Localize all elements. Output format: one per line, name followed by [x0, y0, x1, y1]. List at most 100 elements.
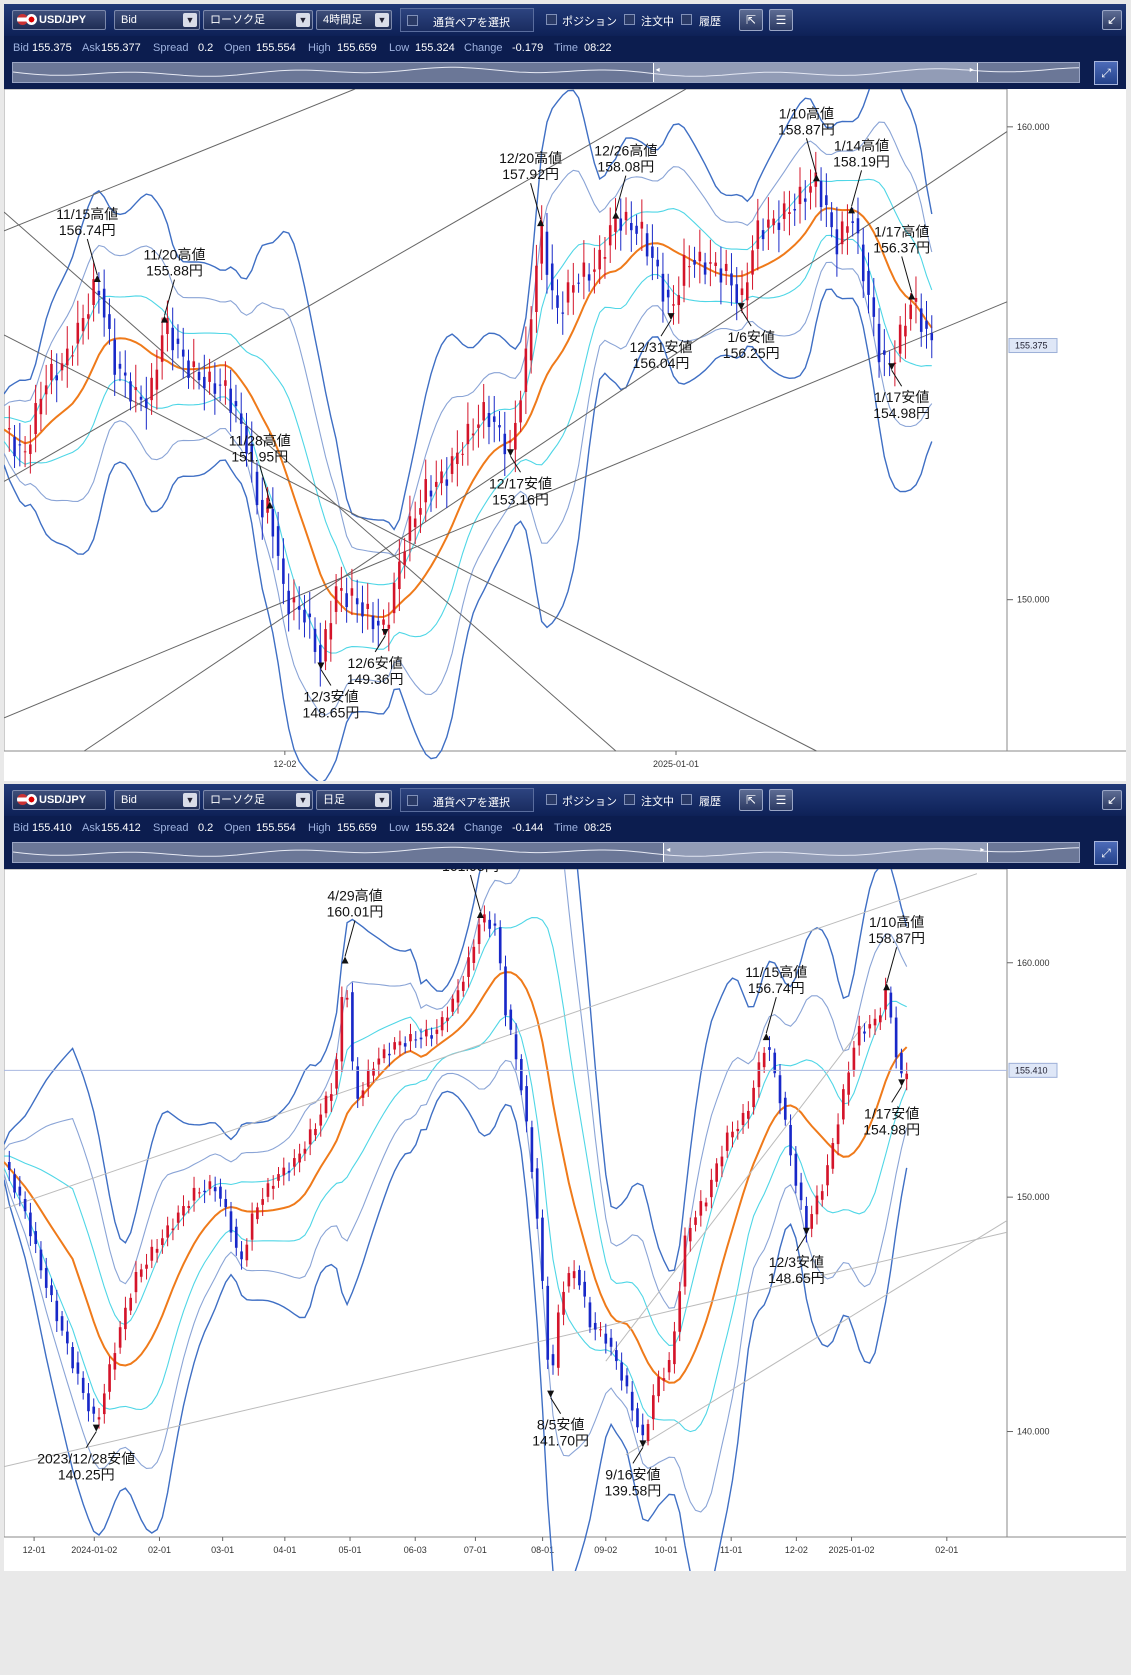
orders-label: 注文中: [641, 16, 674, 28]
collapse-icon[interactable]: ↙: [1102, 10, 1122, 30]
settings-list-icon[interactable]: ☰: [769, 9, 793, 31]
navigator-thumb[interactable]: ◂ ▸: [663, 843, 989, 862]
orders-checkbox[interactable]: [624, 794, 635, 805]
candle: [688, 1217, 692, 1252]
candle: [477, 404, 480, 448]
annotation-arrow: [163, 279, 175, 316]
arrow-head-icon: [92, 1424, 100, 1432]
annotation-price: 156.04円: [633, 355, 690, 371]
candle: [777, 200, 781, 253]
select-pair-button[interactable]: 通貨ペアを選択: [400, 8, 534, 32]
currency-pair-label: USD/JPY: [39, 14, 87, 26]
chart-type-select[interactable]: ローソク足 ▼: [203, 10, 313, 30]
annotation-price: 154.98円: [863, 1121, 920, 1137]
position-checkbox[interactable]: [546, 14, 557, 25]
candle: [678, 1281, 682, 1342]
price-chart[interactable]: 160.000 150.000 140.000 12-01 2024-01-02 02-0…: [4, 869, 1126, 1571]
candle: [756, 198, 760, 271]
candle: [736, 1120, 740, 1140]
select-pair-button[interactable]: 通貨ペアを選択: [400, 788, 534, 812]
candle: [493, 913, 497, 936]
candle: [393, 1037, 396, 1055]
price-type-select-value: Bid: [121, 14, 137, 26]
candle: [55, 1289, 59, 1333]
collapse-icon[interactable]: ↙: [1102, 790, 1122, 810]
arrow-head-icon: [667, 313, 675, 321]
candle: [788, 190, 791, 236]
candle: [250, 1202, 254, 1251]
candle: [361, 1082, 365, 1107]
select-pair-checkbox[interactable]: [407, 15, 418, 26]
arrow-head-icon: [381, 628, 389, 636]
candle: [23, 436, 27, 468]
price-type-select[interactable]: Bid ▼: [114, 10, 200, 30]
candle: [620, 1352, 623, 1391]
timeframe-select[interactable]: 4時間足 ▼: [316, 10, 392, 30]
price-type-select[interactable]: Bid ▼: [114, 790, 200, 810]
annotation-date: 11/20高値: [143, 247, 205, 263]
arrow-head-icon: [317, 662, 325, 670]
candle: [504, 955, 507, 1027]
candle: [76, 300, 80, 366]
annotation-date: 1/10高値: [779, 105, 834, 121]
candle: [160, 317, 164, 380]
annotation-price: 156.74円: [748, 980, 805, 996]
quote-info-bar: Bid 155.410 Ask 155.412 Spread 0.2 Open 155.554…: [4, 816, 1126, 839]
timeframe-select[interactable]: 日足 ▼: [316, 790, 392, 810]
candle: [303, 1141, 307, 1162]
y-tick-label: 160.000: [1017, 958, 1050, 968]
candle: [50, 350, 53, 395]
currency-pair-button[interactable]: USD/JPY: [12, 10, 106, 30]
annotation-arrow: [320, 669, 332, 686]
orders-label: 注文中: [641, 796, 674, 808]
candle: [524, 326, 528, 415]
history-checkbox[interactable]: [681, 14, 692, 25]
settings-list-icon[interactable]: ☰: [769, 789, 793, 811]
x-tick-label: 2025-01-02: [829, 1545, 875, 1555]
arrow-head-icon: [537, 219, 545, 227]
candle: [419, 1028, 423, 1049]
currency-pair-button[interactable]: USD/JPY: [12, 790, 106, 810]
orders-checkbox[interactable]: [624, 14, 635, 25]
candle: [572, 262, 575, 315]
candle: [319, 1103, 323, 1137]
select-pair-checkbox[interactable]: [407, 795, 418, 806]
candle: [203, 354, 206, 411]
candle: [615, 1341, 618, 1370]
navigator-scroll-track[interactable]: ◂ ▸: [12, 842, 1080, 863]
bid-value: 155.375: [32, 42, 72, 54]
candle: [546, 1276, 550, 1370]
candle: [550, 244, 554, 310]
navigator-thumb[interactable]: ◂ ▸: [652, 63, 978, 82]
candle: [92, 262, 95, 322]
chart-type-select[interactable]: ローソク足 ▼: [203, 790, 313, 810]
candle: [772, 210, 775, 234]
history-checkbox[interactable]: [681, 794, 692, 805]
candle: [424, 1019, 428, 1047]
navigator-scroll-track[interactable]: ◂ ▸: [12, 62, 1080, 83]
x-tick-label: 03-01: [211, 1545, 234, 1555]
position-checkbox[interactable]: [546, 794, 557, 805]
candle: [329, 600, 333, 662]
window-layout-icon[interactable]: ⇱: [739, 789, 763, 811]
expand-chart-icon[interactable]: ⤢: [1094, 61, 1118, 85]
candle: [18, 422, 22, 467]
annotation-price: 158.87円: [868, 930, 925, 946]
annotation-date: 4/29高値: [327, 888, 382, 904]
arrow-head-icon: [612, 211, 620, 219]
candle: [387, 602, 391, 652]
candle: [809, 169, 812, 210]
expand-chart-icon[interactable]: ⤢: [1094, 841, 1118, 865]
candle: [245, 412, 248, 467]
candle: [39, 1241, 43, 1279]
candle: [87, 293, 90, 340]
candle: [541, 1209, 544, 1290]
candle: [905, 1062, 909, 1091]
price-chart[interactable]: 160.000 150.000 12-02 2025-01-01 155.375 11/1…: [4, 89, 1126, 781]
candle: [424, 459, 427, 522]
window-layout-icon[interactable]: ⇱: [739, 9, 763, 31]
candle: [709, 239, 712, 287]
trend-line: [625, 1220, 1008, 1456]
